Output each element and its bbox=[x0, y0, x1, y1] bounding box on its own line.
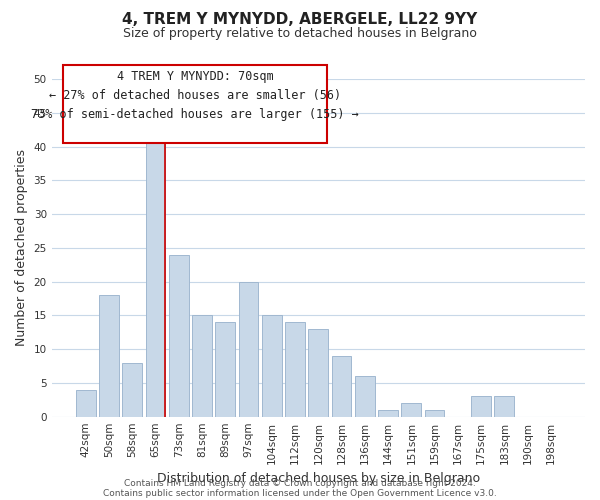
Bar bbox=[285, 322, 305, 416]
Text: Size of property relative to detached houses in Belgrano: Size of property relative to detached ho… bbox=[123, 28, 477, 40]
Text: Contains public sector information licensed under the Open Government Licence v3: Contains public sector information licen… bbox=[103, 488, 497, 498]
Bar bbox=[192, 316, 212, 416]
Bar bbox=[99, 295, 119, 416]
Bar bbox=[308, 329, 328, 416]
Text: 4 TREM Y MYNYDD: 70sqm
← 27% of detached houses are smaller (56)
73% of semi-det: 4 TREM Y MYNYDD: 70sqm ← 27% of detached… bbox=[31, 70, 359, 121]
Y-axis label: Number of detached properties: Number of detached properties bbox=[15, 150, 28, 346]
Bar bbox=[262, 316, 282, 416]
Bar bbox=[76, 390, 95, 416]
Bar bbox=[471, 396, 491, 416]
Bar bbox=[239, 282, 259, 416]
Text: Contains HM Land Registry data © Crown copyright and database right 2024.: Contains HM Land Registry data © Crown c… bbox=[124, 478, 476, 488]
Bar bbox=[401, 403, 421, 416]
Bar bbox=[425, 410, 445, 416]
Bar bbox=[122, 362, 142, 416]
Bar bbox=[355, 376, 375, 416]
X-axis label: Distribution of detached houses by size in Belgrano: Distribution of detached houses by size … bbox=[157, 472, 480, 485]
Bar bbox=[169, 254, 188, 416]
Bar bbox=[378, 410, 398, 416]
Bar bbox=[215, 322, 235, 416]
Bar bbox=[146, 140, 166, 416]
Bar bbox=[494, 396, 514, 416]
Text: 4, TREM Y MYNYDD, ABERGELE, LL22 9YY: 4, TREM Y MYNYDD, ABERGELE, LL22 9YY bbox=[122, 12, 478, 28]
Bar bbox=[332, 356, 352, 416]
